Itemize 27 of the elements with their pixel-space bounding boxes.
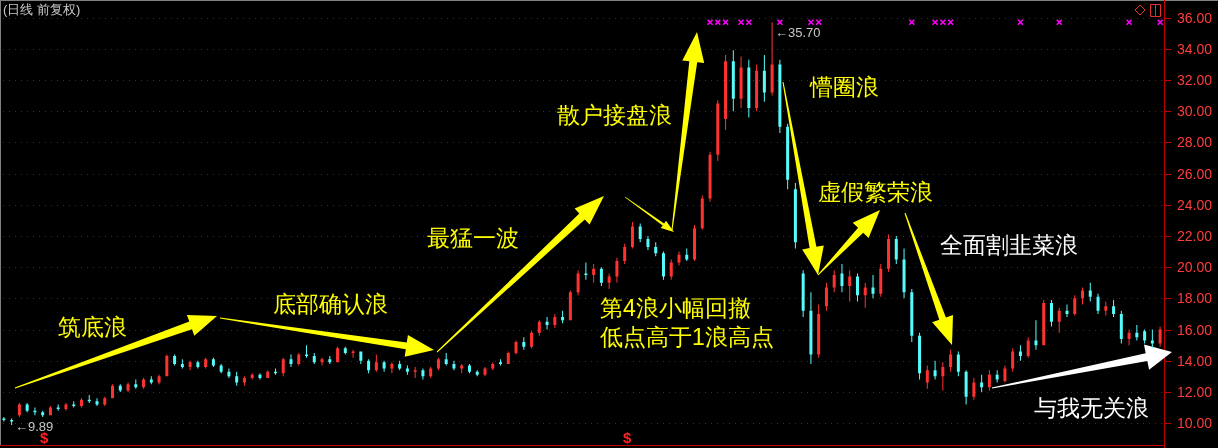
y-tick-label: 16.00 [1177,321,1213,338]
annotation: 筑底浪 [58,314,127,340]
y-tick-label: 30.00 [1177,103,1213,120]
annotation: $ [623,429,632,446]
annotation: 底部确认浪 [273,291,388,317]
y-tick-label: 12.00 [1177,383,1213,400]
annotation: 全面割韭菜浪 [940,232,1078,258]
y-tick-label: 32.00 [1177,71,1213,88]
annotation: 虚假繁荣浪 [818,179,933,205]
y-tick-label: 24.00 [1177,196,1213,213]
y-tick-label: 34.00 [1177,40,1213,57]
annotation: 散户接盘浪 [557,102,672,128]
annotation: 最猛一波 [427,225,519,251]
y-tick-label: 18.00 [1177,290,1213,307]
y-tick-label: 20.00 [1177,259,1213,276]
y-tick-label: 10.00 [1177,415,1213,432]
y-tick-label: 36.00 [1177,9,1213,26]
y-tick-label: 22.00 [1177,227,1213,244]
y-tick-label: 28.00 [1177,134,1213,151]
annotation: 第4浪小幅回撤 [600,295,751,321]
y-tick-label: 26.00 [1177,165,1213,182]
annotation: 低点高于1浪高点 [600,324,774,350]
annotation: 与我无关浪 [1034,395,1149,421]
y-tick-label: 14.00 [1177,352,1213,369]
chart-title: (日线 前复权) [3,2,81,17]
annotation: 懵圈浪 [810,74,879,100]
annotation: ←35.70 [775,25,821,40]
